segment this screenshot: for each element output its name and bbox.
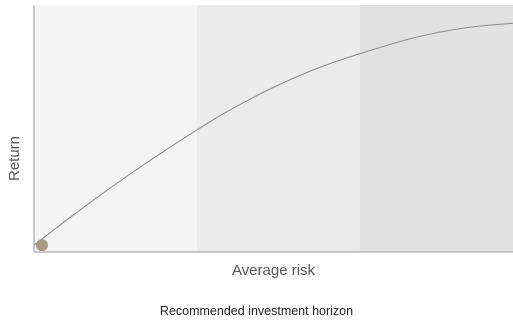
footer-caption: Recommended investment horizon	[159, 304, 354, 318]
risk-band-3	[359, 5, 513, 252]
axes	[33, 5, 513, 253]
series-layer	[33, 22, 513, 246]
series-line-1	[33, 22, 513, 246]
y-axis-label: Return	[6, 135, 24, 181]
start-point-marker	[36, 239, 48, 252]
x-axis-label: Average risk	[231, 262, 316, 279]
risk-band-2	[196, 5, 360, 252]
risk-bands	[34, 5, 513, 252]
y-axis-label-box: Return	[4, 128, 26, 188]
risk-band-1	[34, 5, 197, 252]
